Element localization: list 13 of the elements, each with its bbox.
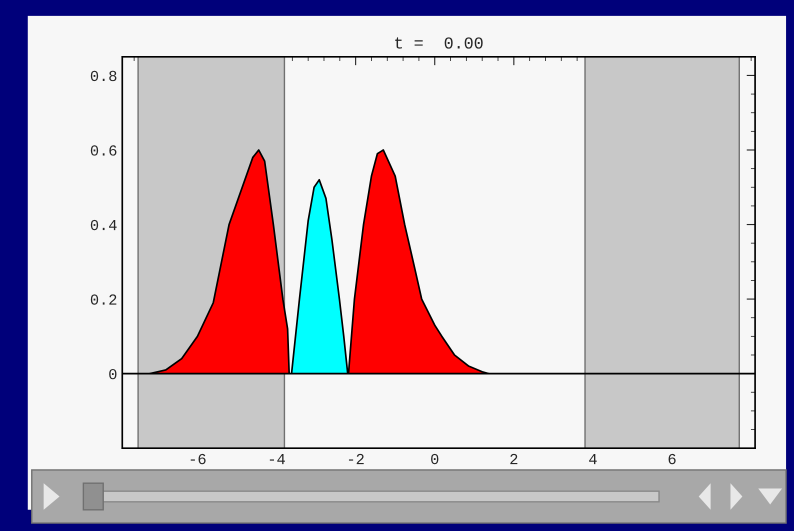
y-tick-label: 0 [109,368,116,380]
y-tick-label: 0.2 [90,294,116,305]
x-tick-label: 6 [668,454,676,464]
chart-title: t = 0.00 [395,37,483,49]
y-tick-label: 0.6 [90,145,116,156]
x-tick-label: 2 [510,454,518,464]
x-tick-label: -6 [190,454,206,464]
x-tick-label: 0 [431,454,438,464]
y-tick-label: 0.4 [90,220,117,230]
y-tick-label: 0.8 [90,70,116,82]
x-tick-label: 4 [589,454,597,464]
x-tick-label: -4 [270,454,285,464]
x-tick-label: -2 [348,454,364,464]
